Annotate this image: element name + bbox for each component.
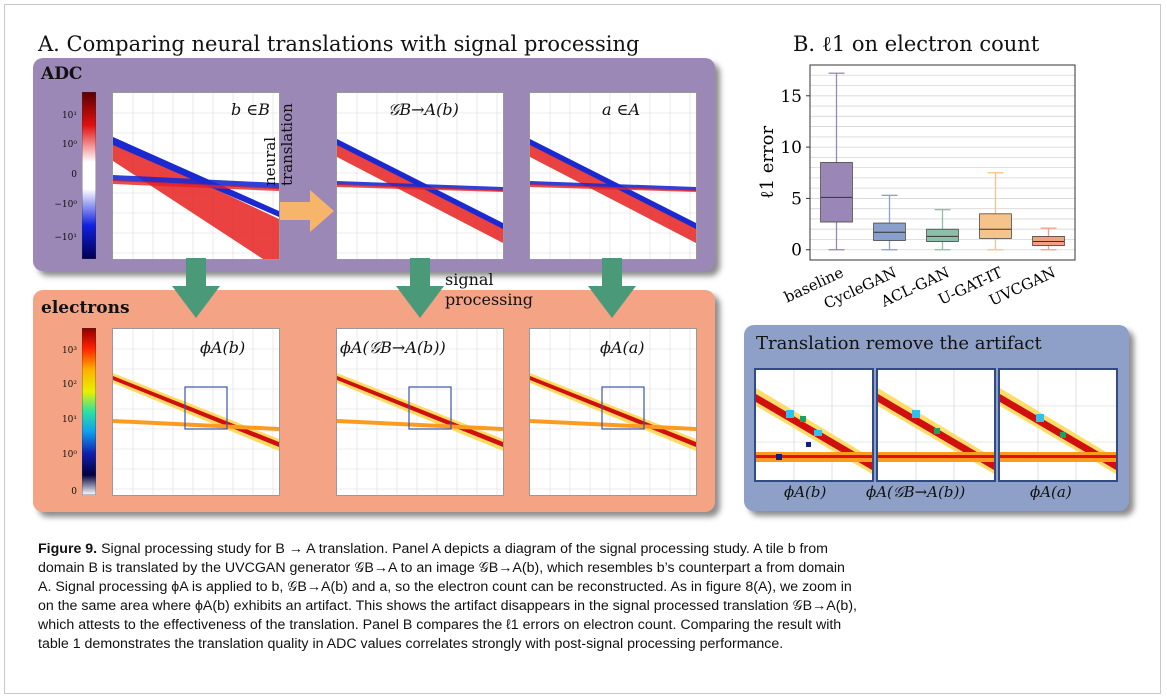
- adc-cb-tick: −10⁰: [54, 200, 77, 210]
- electron-tile-translated-label: ϕA(𝒢B→A(b)): [340, 338, 446, 357]
- panel-a-title: A. Comparing neural translations with si…: [38, 32, 640, 56]
- box-acl-gan: [926, 228, 959, 242]
- caption-line-1-text: Signal processing study for B → A transl…: [97, 541, 828, 557]
- box-baseline: [820, 162, 853, 223]
- electrons-label: electrons: [41, 298, 130, 318]
- adc-cb-tick: 10⁰: [61, 140, 77, 150]
- adc-label: ADC: [41, 64, 83, 84]
- figure-frame: [4, 4, 1161, 694]
- caption-figure-label: Figure 9.: [38, 541, 98, 557]
- electron-tile-b: [112, 328, 280, 496]
- adc-tile-b-label: b ∈B: [231, 100, 270, 119]
- caption-line-1: Figure 9. Signal processing study for B …: [38, 540, 1133, 559]
- signal-arrow-1: [172, 258, 220, 318]
- figure-caption: Figure 9. Signal processing study for B …: [38, 540, 1133, 654]
- zoom-title: Translation remove the artifact: [756, 333, 1042, 354]
- panel-b-title: B. ℓ1 on electron count: [793, 32, 1040, 56]
- box-u-gat-it: [979, 213, 1012, 239]
- electron-tile-translated: [336, 328, 504, 496]
- plot-frame: [809, 64, 1076, 261]
- box-uvcgan: [1032, 235, 1065, 247]
- adc-cb-tick: 0: [71, 170, 77, 180]
- electron-colorbar: [82, 328, 96, 495]
- zoom-label-a: ϕA(a): [1030, 483, 1072, 501]
- adc-tile-b: [112, 92, 280, 260]
- zoom-label-translated: ϕA(𝒢B→A(b)): [866, 483, 966, 501]
- caption-line-6: table 1 demonstrates the translation qua…: [38, 636, 784, 652]
- neural-word: neural: [261, 136, 279, 186]
- el-cb-tick: 10⁰: [61, 450, 77, 460]
- adc-tile-a: [529, 92, 697, 260]
- caption-line-4: on the same area where ϕA(b) exhibits an…: [38, 598, 857, 614]
- caption-line-2: domain B is translated by the UVCGAN gen…: [38, 560, 845, 576]
- adc-cb-tick: −10¹: [54, 233, 77, 243]
- neural-translation-label: neural translation: [261, 103, 296, 186]
- adc-tile-translated: [336, 92, 504, 260]
- electron-tile-b-label: ϕA(b): [200, 338, 246, 357]
- zoom-tile-translated: [876, 368, 996, 482]
- signal-arrow-3: [588, 258, 636, 318]
- y-axis-label: ℓ1 error: [757, 126, 778, 199]
- el-cb-tick: 10³: [61, 346, 77, 356]
- zoom-tile-b: [754, 368, 874, 482]
- adc-cb-tick: 10¹: [61, 111, 77, 121]
- neural-translation-arrow: [280, 190, 334, 232]
- electron-tile-a-label: ϕA(a): [600, 338, 645, 357]
- processing-word: processing: [445, 290, 534, 309]
- zoom-label-b: ϕA(b): [784, 483, 827, 501]
- zoom-tile-a: [998, 368, 1118, 482]
- y-tick-label: 0: [791, 241, 802, 261]
- signal-arrow-2: [396, 258, 444, 318]
- el-cb-tick: 0: [71, 487, 77, 497]
- el-cb-tick: 10¹: [61, 415, 77, 425]
- caption-line-3: A. Signal processing ϕA is applied to b,…: [38, 579, 852, 595]
- adc-tile-a-label: a ∈A: [602, 100, 641, 119]
- signal-word: signal: [445, 270, 494, 289]
- electron-tile-a: [529, 328, 697, 496]
- el-cb-tick: 10²: [61, 380, 77, 390]
- box-cyclegan: [873, 222, 906, 241]
- translation-word: translation: [278, 103, 296, 186]
- signal-processing-label: signal processing: [445, 270, 533, 310]
- y-tick-label: 15: [780, 87, 802, 107]
- y-tick-label: 10: [780, 138, 802, 158]
- adc-colorbar: [82, 92, 96, 259]
- y-tick-label: 5: [791, 189, 802, 209]
- adc-tile-translated-label: 𝒢B→A(b): [388, 100, 459, 119]
- caption-line-5: which attests to the effectiveness of th…: [38, 617, 842, 633]
